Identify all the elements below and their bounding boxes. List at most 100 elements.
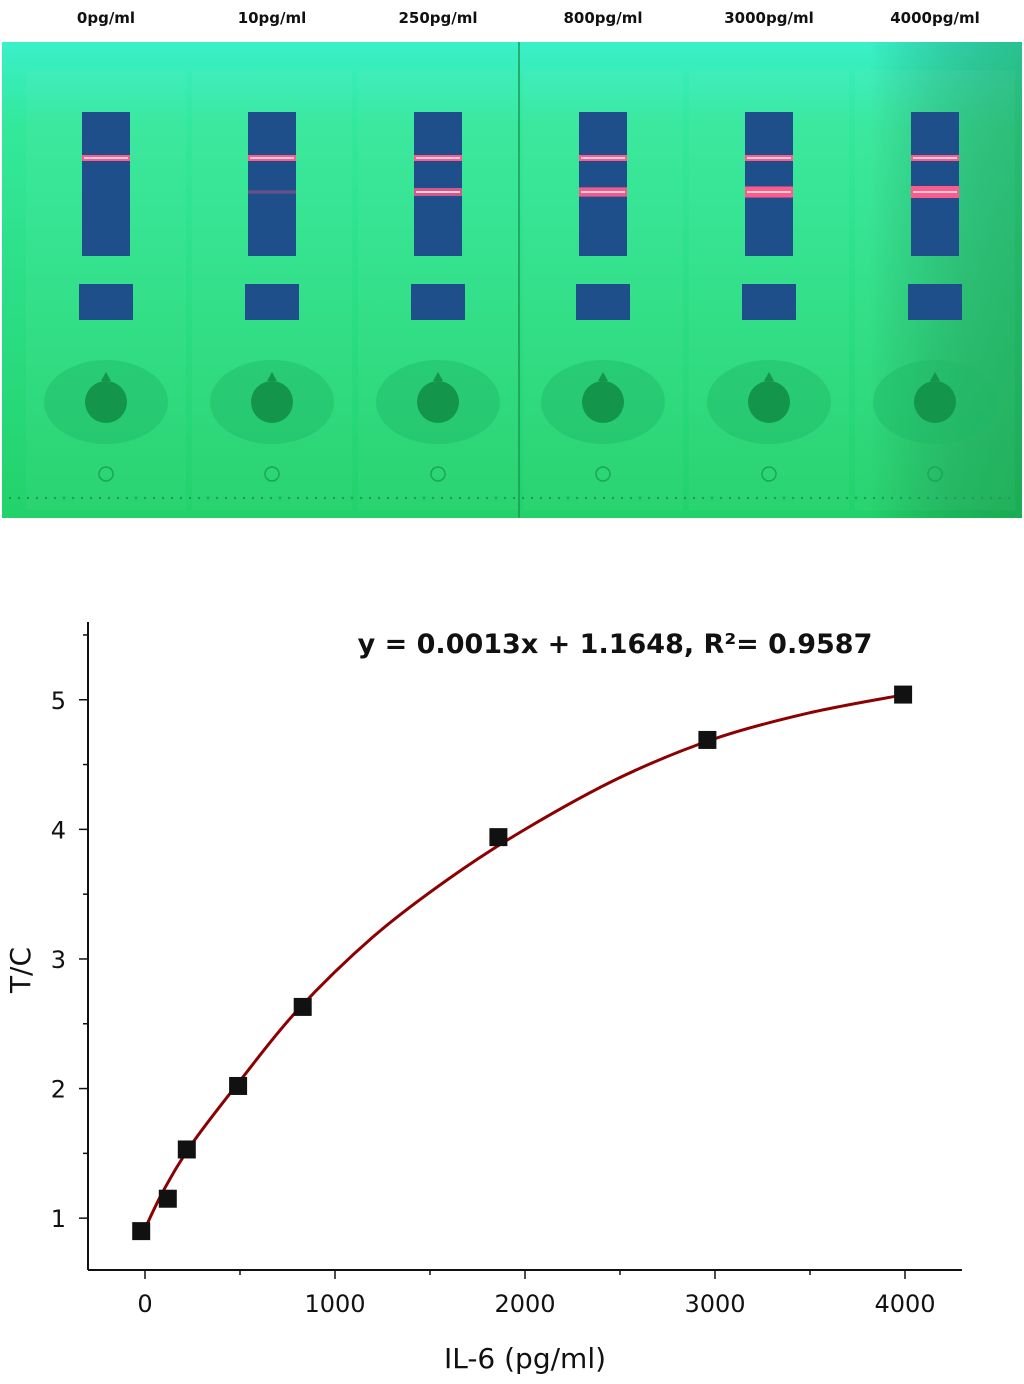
- texture-dot: [188, 496, 192, 500]
- texture-dot: [305, 496, 309, 500]
- strip-lane: [358, 70, 518, 510]
- texture-dot: [845, 496, 849, 500]
- result-window: [248, 112, 296, 256]
- data-point: [132, 1222, 151, 1241]
- texture-dot: [998, 496, 1002, 500]
- texture-dot: [800, 496, 804, 500]
- test-strip-photo: 0pg/ml 10pg/ml 250pg/ml 800pg/ml 3000pg/ml 40…: [0, 0, 1024, 530]
- x-tick-label: 2000: [494, 1290, 555, 1318]
- texture-dot: [17, 496, 21, 500]
- y-tick-label: 3: [51, 946, 66, 974]
- texture-dot: [98, 496, 102, 500]
- texture-dot: [395, 496, 399, 500]
- texture-dot: [692, 496, 696, 500]
- sample-well-notch: [433, 372, 443, 381]
- data-point: [158, 1189, 177, 1208]
- calibration-chart: 0 1000 2000 3000 4000 1 2 3 4 5 y = 0.0013x + 1.1…: [0, 530, 1024, 1380]
- texture-dot: [233, 496, 237, 500]
- texture-dot: [143, 496, 147, 500]
- texture-dot: [449, 496, 453, 500]
- y-tick-label: 1: [51, 1205, 66, 1233]
- texture-dot: [269, 496, 273, 500]
- texture-dot: [422, 496, 426, 500]
- texture-dot: [575, 496, 579, 500]
- texture-dot: [944, 496, 948, 500]
- texture-dot: [611, 496, 615, 500]
- sample-well-notch: [101, 372, 111, 381]
- sample-well: [85, 381, 127, 423]
- control-line-core: [747, 157, 791, 159]
- texture-dot: [197, 496, 201, 500]
- sample-well: [748, 381, 790, 423]
- texture-dot: [719, 496, 723, 500]
- texture-dot: [368, 496, 372, 500]
- cassette-mark: [761, 466, 777, 482]
- sample-well-notch: [267, 372, 277, 381]
- texture-dot: [260, 496, 264, 500]
- texture-dot: [71, 496, 75, 500]
- control-line-core: [913, 157, 957, 159]
- texture-dot: [791, 496, 795, 500]
- texture-dot: [926, 496, 930, 500]
- texture-dot: [296, 496, 300, 500]
- texture-dot: [602, 496, 606, 500]
- texture-dot: [836, 496, 840, 500]
- texture-dot: [989, 496, 993, 500]
- texture-dot: [890, 496, 894, 500]
- lower-window: [245, 284, 299, 320]
- texture-dot: [1007, 496, 1011, 500]
- texture-dot: [881, 496, 885, 500]
- test-strip-svg: 0pg/ml 10pg/ml 250pg/ml 800pg/ml 3000pg/ml 40…: [2, 9, 1022, 518]
- y-tick-label: 2: [51, 1076, 66, 1104]
- texture-dot: [593, 496, 597, 500]
- test-line-core: [581, 191, 625, 193]
- strip-lane: [523, 70, 683, 510]
- texture-dot: [782, 496, 786, 500]
- texture-dot: [818, 496, 822, 500]
- texture-dot: [755, 496, 759, 500]
- strip-lanes: [8, 70, 1015, 510]
- cassette-mark: [595, 466, 611, 482]
- chart-axes: [87, 622, 962, 1271]
- cassette-mark: [264, 466, 280, 482]
- texture-dot: [674, 496, 678, 500]
- texture-dot: [917, 496, 921, 500]
- texture-dot: [107, 496, 111, 500]
- lower-window: [79, 284, 133, 320]
- texture-dot: [494, 496, 498, 500]
- data-point: [489, 828, 508, 847]
- texture-dot: [710, 496, 714, 500]
- data-point: [698, 730, 717, 749]
- data-points: [132, 685, 913, 1241]
- result-window: [414, 112, 462, 256]
- texture-dot: [440, 496, 444, 500]
- texture-dot: [962, 496, 966, 500]
- texture-dot: [566, 496, 570, 500]
- strip-lane: [192, 70, 352, 510]
- control-line-core: [416, 157, 460, 159]
- lane-label: 800pg/ml: [563, 9, 642, 27]
- cassette-mark: [927, 466, 943, 482]
- texture-dot: [854, 496, 858, 500]
- texture-dot: [323, 496, 327, 500]
- texture-dot: [152, 496, 156, 500]
- texture-dot: [125, 496, 129, 500]
- texture-dot: [332, 496, 336, 500]
- data-point: [894, 685, 913, 704]
- y-tick-label: 4: [51, 816, 66, 844]
- test-line-core: [913, 191, 957, 193]
- sample-well-notch: [598, 372, 608, 381]
- texture-dot: [62, 496, 66, 500]
- chart-ticks: 0 1000 2000 3000 4000 1 2 3 4 5: [51, 634, 936, 1318]
- texture-dot: [908, 496, 912, 500]
- texture-dot: [953, 496, 957, 500]
- sample-well-notch: [764, 372, 774, 381]
- texture-dot: [656, 496, 660, 500]
- lane-label: 0pg/ml: [77, 9, 135, 27]
- texture-dot: [476, 496, 480, 500]
- texture-dot: [413, 496, 417, 500]
- texture-dot: [134, 496, 138, 500]
- lower-window: [411, 284, 465, 320]
- strip-lane: [689, 70, 849, 510]
- texture-dot: [746, 496, 750, 500]
